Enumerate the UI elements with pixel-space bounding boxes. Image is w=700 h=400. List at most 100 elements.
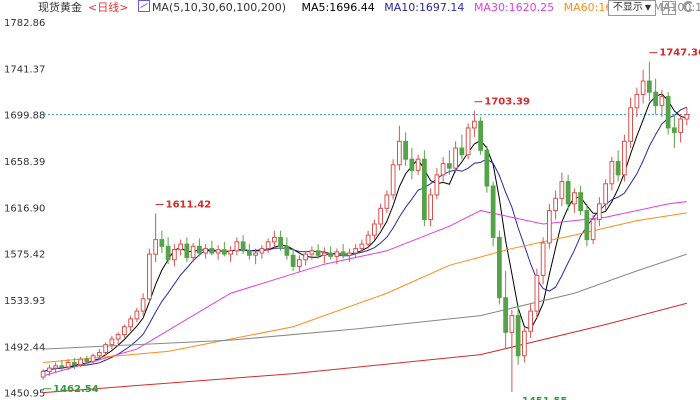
ma-icon xyxy=(137,0,150,12)
candle xyxy=(403,132,408,166)
candle xyxy=(597,197,602,227)
candle-body xyxy=(490,185,496,238)
y-tick-label: 1575.42 xyxy=(4,250,45,261)
candle-body xyxy=(165,245,171,261)
candle xyxy=(165,237,171,265)
candle-body xyxy=(340,251,346,256)
candle-body xyxy=(65,361,71,368)
candle xyxy=(284,237,290,260)
candle xyxy=(553,190,558,220)
candle xyxy=(109,335,115,350)
candle xyxy=(359,239,365,254)
candle-body xyxy=(97,351,102,357)
candle xyxy=(534,268,540,318)
candle-body xyxy=(528,310,533,332)
candle xyxy=(309,246,315,260)
candle xyxy=(303,250,308,266)
candle xyxy=(147,248,152,303)
candle xyxy=(90,353,96,365)
candle-body xyxy=(372,223,377,236)
candle-body xyxy=(259,248,265,254)
candle xyxy=(628,97,633,149)
candle xyxy=(572,188,577,213)
candle-body xyxy=(147,253,152,300)
ma-params-label: MA(5,10,30,60,100,200) xyxy=(151,1,286,14)
grid-icon[interactable] xyxy=(662,1,676,15)
candle xyxy=(53,362,58,373)
instrument-title: 现货黄金 xyxy=(38,1,82,14)
candle xyxy=(384,190,390,213)
candle xyxy=(259,245,265,259)
candle xyxy=(540,237,546,285)
candle xyxy=(103,342,108,356)
candle-body xyxy=(72,361,77,366)
ma-line-ma30 xyxy=(42,201,687,377)
candle-body xyxy=(290,254,296,267)
candle-body xyxy=(134,310,140,320)
candle xyxy=(297,255,302,273)
candle xyxy=(659,89,665,117)
candle xyxy=(84,355,90,366)
candle xyxy=(178,239,183,256)
annotation-label-high: 1611.42 xyxy=(166,199,212,210)
candle xyxy=(503,270,508,350)
candle-body xyxy=(353,248,358,254)
ma-line-ma10 xyxy=(42,106,688,372)
candle-body xyxy=(84,358,90,362)
candle-body xyxy=(665,96,671,129)
candle-body xyxy=(503,297,508,333)
candle-body xyxy=(465,127,471,156)
candle-body xyxy=(565,181,571,205)
candle xyxy=(40,369,46,380)
candle-body xyxy=(572,192,577,205)
candle-body xyxy=(378,207,383,225)
candle xyxy=(240,235,246,255)
candle-body xyxy=(215,249,221,254)
candle-body xyxy=(197,245,202,254)
candle-body xyxy=(609,160,615,185)
ma-line-ma100 xyxy=(43,253,688,350)
candle xyxy=(228,246,233,262)
ma-line-ma200 xyxy=(43,302,688,394)
candle xyxy=(440,156,446,182)
candle-body xyxy=(659,96,665,107)
candle xyxy=(65,359,71,371)
candle-body xyxy=(384,194,390,209)
candle-body xyxy=(253,252,258,256)
candle xyxy=(59,360,65,372)
candle-body xyxy=(647,80,652,93)
candle-body xyxy=(278,236,283,247)
candle-body xyxy=(347,252,352,256)
candle-body xyxy=(428,194,433,221)
hide-indicators-button[interactable]: 不显示 ▼ xyxy=(607,0,656,16)
candle-body xyxy=(247,250,252,256)
candle-body xyxy=(53,365,58,369)
candle-body xyxy=(90,355,96,362)
candle xyxy=(203,244,208,259)
candle-body xyxy=(415,158,421,171)
hide-button-label: 不显示 xyxy=(612,2,643,13)
candle xyxy=(578,186,583,216)
candle xyxy=(159,230,165,254)
candle-body xyxy=(603,183,608,205)
candle-body xyxy=(478,120,483,151)
refresh-icon[interactable] xyxy=(683,1,694,12)
candle-body xyxy=(103,344,108,353)
candle-body xyxy=(172,249,177,261)
candle-body xyxy=(359,243,365,250)
annotation-label-low: 1462.54 xyxy=(53,384,99,395)
ma-settings[interactable]: MA(5,10,30,60,100,200) xyxy=(137,0,292,14)
candle-body xyxy=(540,242,546,276)
candle xyxy=(622,134,627,182)
candle xyxy=(465,123,471,160)
candle xyxy=(97,349,102,361)
candle xyxy=(234,237,240,256)
candle-body xyxy=(284,245,290,256)
candle xyxy=(215,245,221,260)
candle xyxy=(590,215,596,245)
ma-line-ma60 xyxy=(43,212,687,363)
candle-body xyxy=(584,210,590,241)
candle-body xyxy=(47,367,52,372)
candle xyxy=(497,230,502,305)
